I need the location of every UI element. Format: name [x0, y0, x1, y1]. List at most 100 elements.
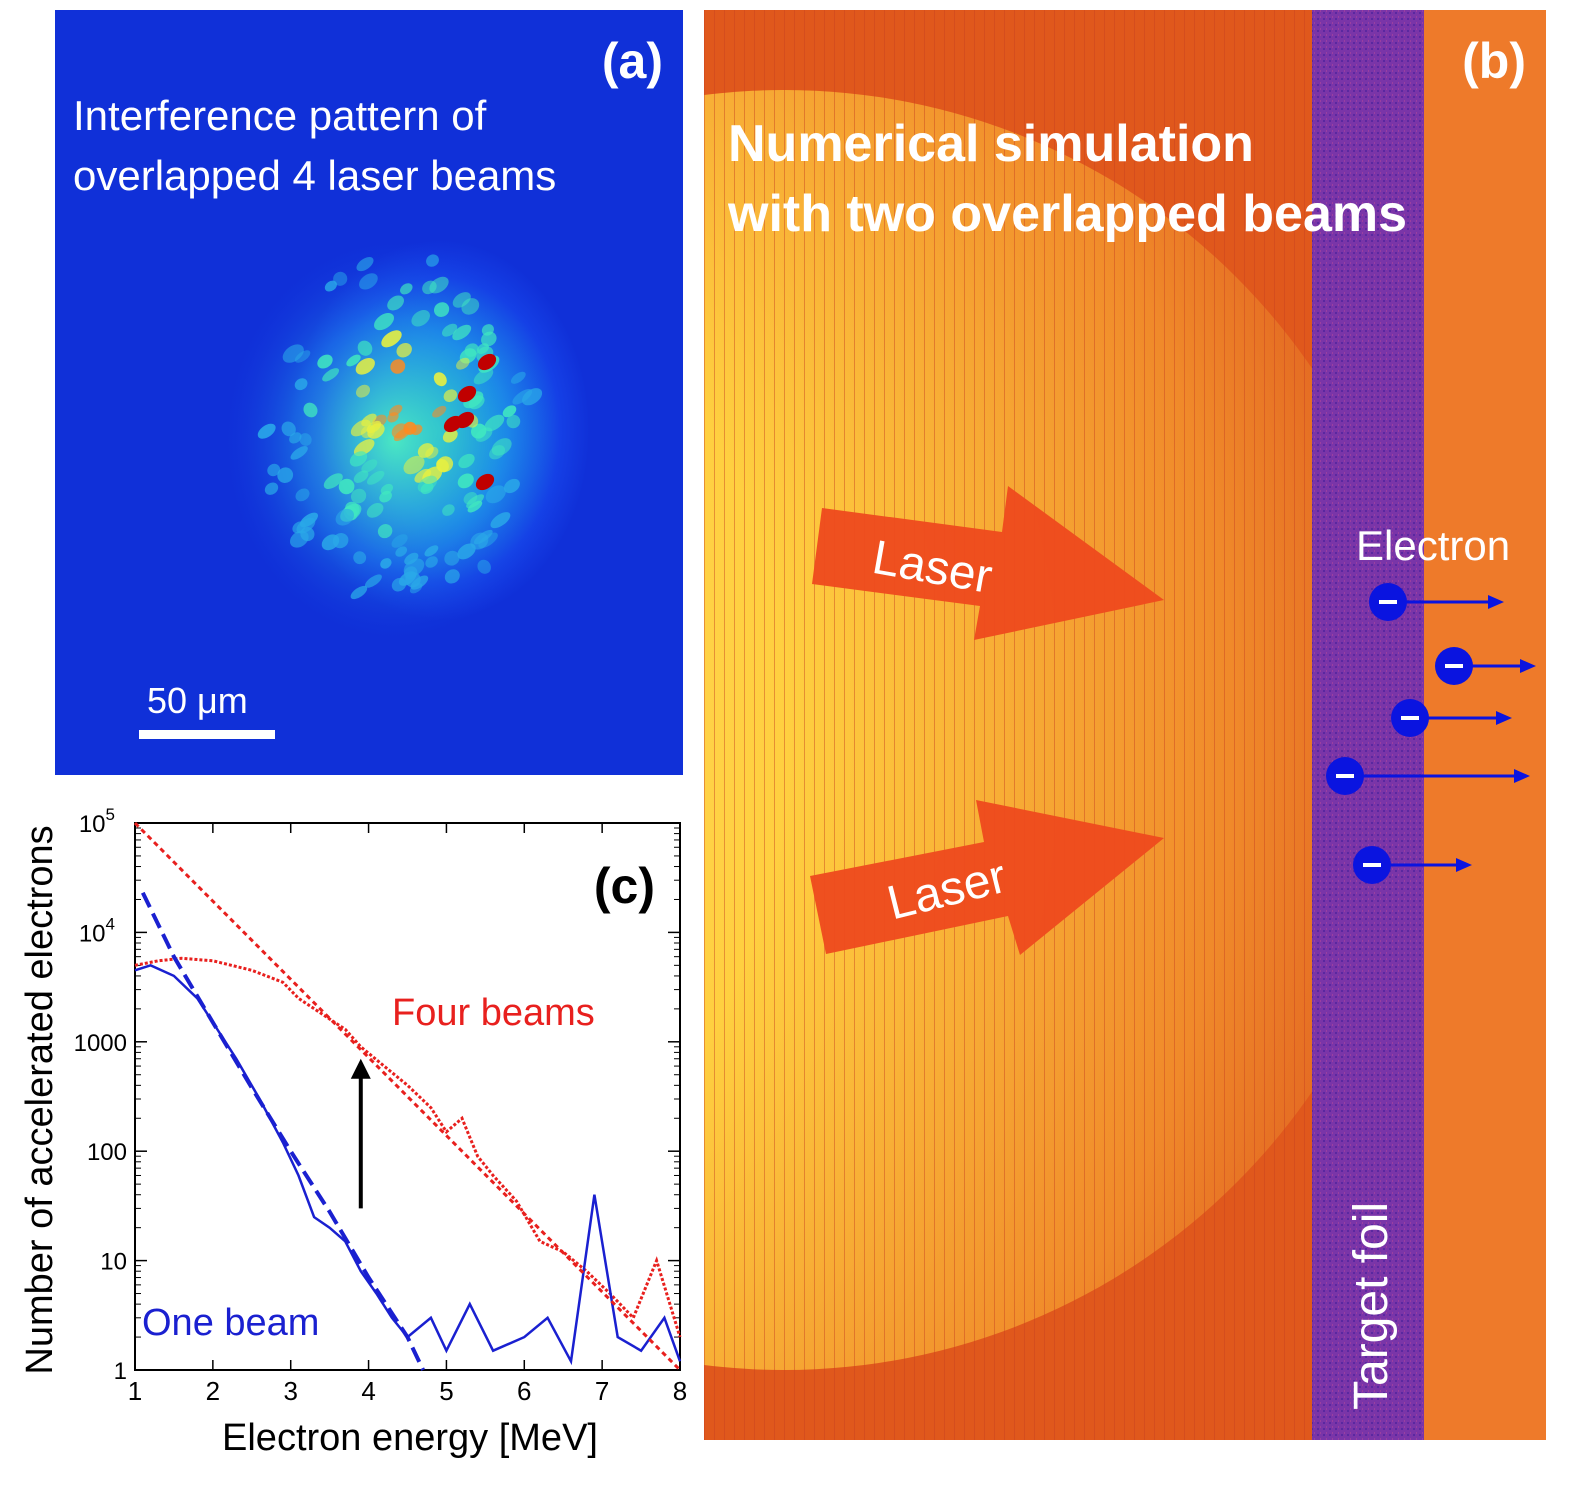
- speckle: [361, 459, 378, 473]
- series-four-beams: [134, 956, 682, 1338]
- shift-arrow-head: [350, 1058, 371, 1079]
- x-tick-label: 5: [439, 1376, 453, 1406]
- speckle: [374, 313, 394, 331]
- speckle: [403, 421, 417, 435]
- panel-a-interference-image: (a) Interference pattern of overlapped 4…: [55, 10, 683, 775]
- speckle: [295, 488, 310, 502]
- panel-c-chart: 105 104 1000 100 10 1 1 2 3 4 5 6 7 8 (c) Four beams…: [19, 805, 687, 1459]
- speckle: [294, 378, 308, 391]
- minus-sign: [1336, 774, 1354, 778]
- x-axis: 1 2 3 4 5 6 7 8: [128, 823, 687, 1406]
- electron-arrowhead: [1488, 595, 1504, 609]
- x-tick-label: 8: [673, 1376, 687, 1406]
- speckle: [425, 556, 438, 568]
- speckle: [403, 455, 425, 475]
- speckle: [442, 429, 458, 443]
- speckle: [377, 524, 393, 539]
- speckle: [277, 467, 294, 483]
- y-tick-label: 100: [87, 1139, 127, 1166]
- speckle: [267, 463, 281, 477]
- speckle: [338, 478, 355, 495]
- x-axis-label: Electron energy [MeV]: [222, 1417, 598, 1459]
- speckle: [425, 446, 439, 459]
- speckle: [426, 254, 439, 267]
- speckle: [484, 414, 505, 432]
- wave-fronts: [704, 10, 1344, 1440]
- speckle: [349, 451, 368, 467]
- speckle: [512, 389, 533, 405]
- speckle: [282, 344, 304, 363]
- y-tick-label: 105: [79, 805, 115, 838]
- speckle: [510, 371, 526, 384]
- speckle: [322, 368, 340, 382]
- speckle: [366, 503, 384, 518]
- speckle: [364, 574, 382, 588]
- speckle: [443, 389, 458, 403]
- y-tick-exponent: 4: [106, 914, 115, 933]
- speckle: [379, 490, 392, 503]
- speckle: [444, 550, 460, 566]
- annotation-group: [350, 1058, 371, 1209]
- speckle: [357, 340, 373, 356]
- laser-arrow-1: [812, 486, 1164, 640]
- panel-b-tag: (b): [1462, 33, 1526, 89]
- speckle: [323, 473, 343, 489]
- speckle: [332, 532, 349, 549]
- speckle: [452, 292, 471, 308]
- speckle: [387, 295, 404, 311]
- speckle: [264, 482, 279, 495]
- hotspot-peak: [475, 473, 495, 491]
- speckle: [380, 558, 392, 569]
- speckle: [490, 512, 511, 529]
- speckle: [294, 350, 311, 363]
- panel-b-title-line1: Numerical simulation: [728, 115, 1254, 173]
- series-one-beam-fit: [141, 891, 425, 1371]
- minus-sign: [1445, 664, 1463, 668]
- speckle: [356, 257, 374, 272]
- speckle: [489, 445, 506, 460]
- speckle: [257, 423, 276, 439]
- speckle: [346, 354, 361, 367]
- hotspot-peak: [477, 353, 497, 371]
- speckle: [466, 494, 485, 509]
- speckle: [396, 342, 412, 358]
- y-axis-label: Number of accelerated electrons: [19, 825, 61, 1374]
- speckle: [433, 302, 450, 318]
- speckle: [433, 372, 447, 387]
- speckle: [458, 453, 475, 469]
- rear-region: [1424, 10, 1546, 1440]
- speckle: [391, 534, 408, 548]
- electron-label: Electron: [1356, 522, 1511, 569]
- panel-a-title-line1: Interference pattern of: [73, 92, 487, 139]
- speckle: [473, 368, 494, 385]
- series-four-beams-fit: [133, 821, 682, 1372]
- panel-a-title-line2: overlapped 4 laser beams: [73, 152, 557, 199]
- speckle: [333, 271, 348, 286]
- hotspot-peak: [457, 385, 477, 403]
- hotspot-peak: [443, 415, 463, 433]
- speckle: [350, 488, 367, 504]
- y-tick-label: 1000: [74, 1030, 127, 1057]
- legend-four-beams: Four beams: [392, 992, 595, 1034]
- panel-a-tag: (a): [601, 33, 663, 89]
- interference-pattern: [225, 240, 565, 640]
- speckle: [353, 551, 367, 565]
- y-tick-label: 104: [79, 914, 115, 947]
- x-tick-label: 7: [595, 1376, 609, 1406]
- x-tick-label: 6: [517, 1376, 531, 1406]
- speckle: [400, 283, 413, 295]
- panel-b-title-line2: with two overlapped beams: [728, 185, 1408, 243]
- speckle: [390, 359, 406, 374]
- speckle: [395, 546, 408, 557]
- speckle: [457, 473, 474, 489]
- y-tick-label: 10: [100, 1249, 127, 1276]
- speckle: [456, 357, 470, 370]
- panel-c-tag: (c): [594, 858, 655, 914]
- speckle: [442, 504, 455, 516]
- speckle: [355, 357, 375, 375]
- speckle: [366, 470, 385, 485]
- simulation-field: [704, 10, 1546, 1440]
- speckle: [429, 276, 449, 294]
- speckle: [355, 384, 371, 398]
- speckle: [411, 310, 430, 327]
